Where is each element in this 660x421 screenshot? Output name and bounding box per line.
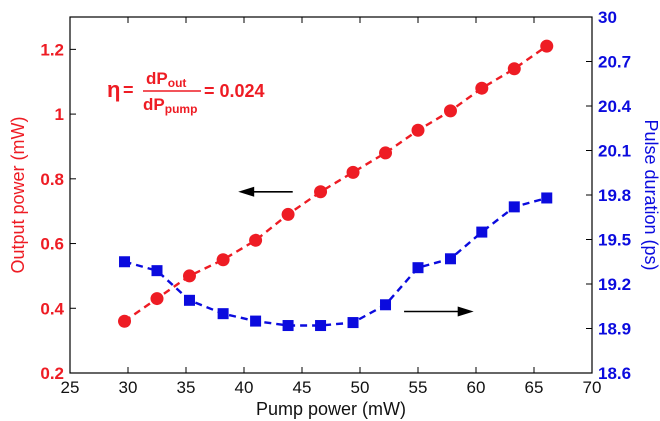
arrow-layer bbox=[238, 186, 474, 317]
equation-eq-sign: = bbox=[123, 80, 134, 100]
y2-tick-label: 18.9 bbox=[598, 320, 631, 339]
x-tick-label: 35 bbox=[177, 378, 196, 397]
y2-tick-label: 19.2 bbox=[598, 275, 631, 294]
x-tick-label: 25 bbox=[61, 378, 80, 397]
pulse-duration-point bbox=[315, 320, 327, 332]
y-tick-label: 0.4 bbox=[40, 299, 64, 318]
x-axis-title: Pump power (mW) bbox=[256, 399, 406, 419]
output-power-point bbox=[314, 185, 328, 199]
y2-tick-label: 30 bbox=[598, 8, 617, 27]
y-axis-left-title: Output power (mW) bbox=[8, 116, 28, 273]
pulse-duration-point bbox=[282, 320, 294, 332]
output-power-point bbox=[346, 165, 360, 179]
pulse-duration-point bbox=[183, 294, 195, 306]
pulse-duration-point bbox=[444, 253, 456, 265]
y-tick-label: 1.2 bbox=[40, 40, 64, 59]
pulse-duration-point bbox=[151, 265, 163, 277]
pulse-duration-point bbox=[476, 226, 488, 238]
pulse-duration-point bbox=[217, 308, 229, 320]
x-tick-label: 70 bbox=[583, 378, 602, 397]
series-line-pulse-duration bbox=[124, 196, 548, 327]
pulse-duration-point bbox=[347, 317, 359, 329]
denominator-base: dP bbox=[143, 95, 165, 114]
x-tick-label: 30 bbox=[119, 378, 138, 397]
pulse-duration-point bbox=[119, 256, 131, 268]
output-power-point bbox=[216, 253, 230, 267]
axis-arrow-head bbox=[238, 186, 255, 197]
equation-numerator: dPout bbox=[146, 69, 186, 90]
numerator-base: dP bbox=[146, 69, 168, 88]
output-power-point bbox=[379, 146, 393, 160]
output-power-point bbox=[443, 104, 457, 118]
output-power-point bbox=[182, 269, 196, 283]
x-tick-label: 55 bbox=[409, 378, 428, 397]
x-axis: 25 30 35 40 45 50 55 60 65 70 bbox=[61, 17, 602, 397]
y-axis-right: 18.6 18.9 19.2 19.5 19.8 20.1 20.4 20.7 30 bbox=[586, 8, 632, 383]
y-axis-right-title: Pulse duration (ps) bbox=[641, 119, 660, 270]
output-power-point bbox=[475, 81, 489, 95]
equation-rhs: = 0.024 bbox=[204, 81, 265, 101]
y-tick-label: 0.8 bbox=[40, 170, 64, 189]
y2-tick-label: 20.4 bbox=[598, 97, 632, 116]
pulse-duration-point bbox=[250, 315, 262, 327]
y2-tick-label: 20.1 bbox=[598, 142, 631, 161]
x-tick-label: 50 bbox=[351, 378, 370, 397]
numerator-sub: out bbox=[168, 76, 187, 90]
y-tick-label: 0.6 bbox=[40, 235, 64, 254]
series-layer bbox=[118, 39, 554, 332]
output-power-point bbox=[411, 123, 425, 137]
equation-lhs: η bbox=[107, 77, 120, 102]
axis-arrow-head bbox=[457, 306, 474, 317]
x-tick-label: 60 bbox=[467, 378, 486, 397]
output-power-point bbox=[150, 292, 164, 306]
y-axis-left: 0.2 0.4 0.6 0.8 1 1.2 bbox=[40, 40, 76, 383]
output-power-point bbox=[281, 207, 295, 221]
denominator-sub: pump bbox=[165, 102, 198, 116]
output-power-point bbox=[249, 233, 263, 247]
y2-tick-label: 19.5 bbox=[598, 231, 631, 250]
pulse-duration-point bbox=[541, 192, 553, 204]
x-tick-label: 45 bbox=[293, 378, 312, 397]
y2-tick-label: 18.6 bbox=[598, 364, 631, 383]
y-tick-label: 1 bbox=[55, 105, 64, 124]
equation-denominator: dPpump bbox=[143, 95, 197, 116]
x-tick-label: 40 bbox=[235, 378, 254, 397]
y-tick-label: 0.2 bbox=[40, 364, 64, 383]
output-power-point bbox=[507, 62, 521, 76]
equation-annotation: η = dPout dPpump = 0.024 bbox=[107, 69, 265, 116]
pulse-duration-point bbox=[412, 262, 424, 274]
y2-tick-label: 20.7 bbox=[598, 53, 631, 72]
output-power-point bbox=[118, 314, 132, 328]
output-power-point bbox=[540, 39, 554, 53]
x-tick-label: 65 bbox=[525, 378, 544, 397]
y2-tick-label: 19.8 bbox=[598, 186, 631, 205]
pulse-duration-point bbox=[380, 299, 392, 311]
pulse-duration-point bbox=[508, 201, 520, 213]
